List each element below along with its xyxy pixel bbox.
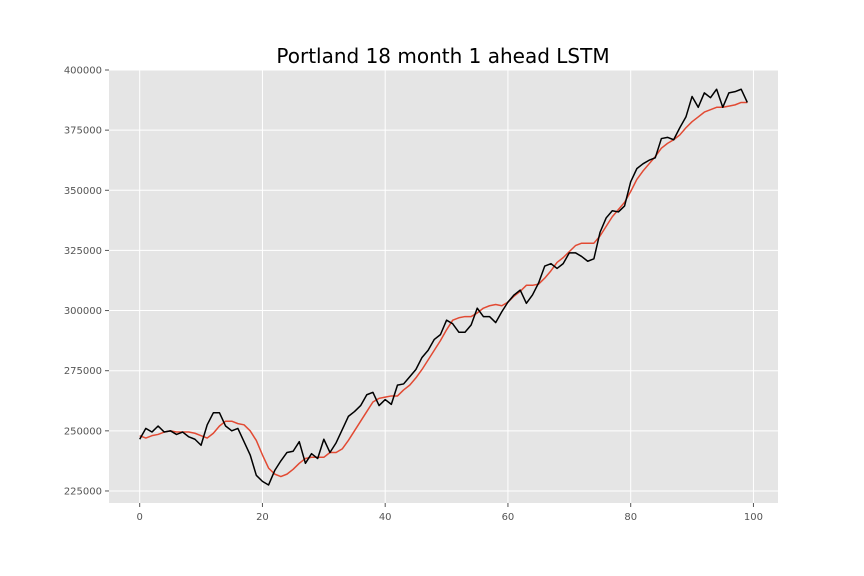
y-tick-label: 275000 — [64, 366, 102, 377]
x-tick-label: 60 — [502, 512, 515, 523]
x-tick-label: 80 — [624, 512, 637, 523]
y-tick-label: 375000 — [64, 126, 102, 137]
x-tick-label: 40 — [379, 512, 392, 523]
y-gridlines — [109, 69, 778, 492]
plot-area — [109, 70, 778, 503]
y-tick-label: 300000 — [64, 306, 102, 317]
x-axis-ticks: 0 20 40 60 80 100 — [137, 503, 763, 523]
y-axis-ticks: 225000 250000 275000 300000 325000 350000 3750… — [64, 66, 109, 497]
chart-title: Portland 18 month 1 ahead LSTM — [276, 44, 609, 68]
x-gridlines — [139, 70, 754, 503]
x-tick-label: 0 — [137, 512, 143, 523]
y-tick-label: 250000 — [64, 426, 102, 437]
series-line-actual — [139, 88, 748, 486]
y-tick-label: 225000 — [64, 486, 102, 497]
series-line-predicted — [139, 101, 748, 478]
y-tick-label: 400000 — [64, 66, 102, 77]
series-layer — [139, 88, 748, 486]
y-tick-label: 350000 — [64, 186, 102, 197]
x-tick-label: 100 — [744, 512, 763, 523]
x-tick-label: 20 — [256, 512, 269, 523]
y-tick-label: 325000 — [64, 246, 102, 257]
